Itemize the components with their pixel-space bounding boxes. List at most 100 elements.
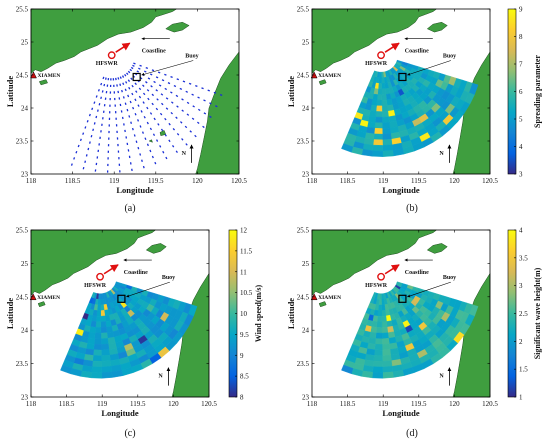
y-axis-label: Latitude [5, 298, 15, 329]
radar-cell-mark [119, 83, 122, 87]
x-tick-label: 119.5 [411, 177, 427, 185]
y-axis-label: Latitude [286, 298, 296, 329]
radar-cell-mark [147, 77, 151, 80]
heatmap-cell [371, 372, 384, 379]
y-tick-label: 23.5 [16, 138, 29, 146]
heatmap-cell [382, 349, 391, 356]
radar-cell-mark [130, 77, 133, 81]
x-tick-label: 119 [378, 177, 389, 185]
heatmap-cell [374, 122, 383, 129]
radar-cell-mark [145, 81, 148, 84]
heatmap-cell [381, 321, 388, 328]
coastline-label: Coastline [405, 49, 429, 55]
buoy-arrow [407, 281, 451, 298]
radar-cell-mark [139, 64, 142, 67]
heatmap-cell [372, 366, 383, 373]
radar-cell-mark [127, 79, 131, 82]
radar-cell-mark [138, 67, 141, 70]
heatmap-cell [372, 144, 383, 152]
x-tick-label: 119.5 [130, 400, 146, 408]
heatmap-cell [386, 98, 393, 106]
hfswr-label: HFSWR [84, 283, 107, 289]
heatmap-cell [381, 82, 386, 90]
radar-cell-mark [142, 84, 145, 87]
heatmap-cell [374, 338, 383, 345]
radar-cell-mark [215, 105, 218, 108]
y-tick-label: 23.5 [16, 360, 29, 368]
y-axis-label: Latitude [5, 76, 15, 107]
radar-cell-mark [128, 115, 131, 118]
heatmap-cell [100, 321, 107, 328]
colorbar-tick-label: 9.5 [240, 331, 249, 339]
heatmap-cell [382, 138, 393, 146]
heatmap-cell [91, 360, 102, 368]
radar-cell-mark [121, 89, 123, 93]
y-axis-label: Latitude [286, 76, 296, 107]
radar-cell-mark [175, 150, 178, 153]
radar-cell-mark [202, 125, 205, 129]
heatmap-cell [341, 143, 354, 153]
north-label: N [439, 374, 444, 380]
station-label: XIAMEN [37, 295, 60, 301]
heatmap-cell [382, 366, 393, 373]
radar-cell-mark [209, 115, 212, 119]
radar-cell-mark [185, 90, 189, 93]
heatmap-cell [100, 338, 109, 345]
x-tick-label: 119.5 [148, 177, 164, 185]
y-tick-label: 25 [21, 260, 29, 268]
buoy-label: Buoy [162, 275, 175, 281]
colorbar-tick-label: 8.5 [240, 373, 249, 381]
radar-cell-mark [179, 87, 183, 90]
plot-frame [311, 8, 491, 175]
radar-cell-mark [151, 102, 154, 106]
colorbar-tick-label: 2 [519, 338, 523, 346]
plot-frame [311, 229, 491, 398]
x-axis-label: Longitude [382, 408, 420, 418]
radar-cell-mark [136, 70, 140, 73]
heatmap-cell [382, 127, 391, 135]
radar-cell-mark [82, 132, 85, 135]
radar-cell-mark [119, 76, 122, 79]
radar-cell-mark [186, 113, 190, 116]
radar-cell-mark [171, 101, 174, 104]
radar-cell-mark [135, 140, 138, 144]
x-tick-label: 120.5 [482, 400, 498, 408]
radar-cell-mark [124, 88, 127, 92]
x-tick-label: 119 [97, 400, 108, 408]
heatmap-cell [372, 360, 383, 368]
y-tick-label: 24 [302, 327, 310, 335]
colorbar-tick-label: 9 [240, 352, 244, 360]
x-tick-label: 119 [378, 400, 389, 408]
heatmap-cell [101, 371, 113, 379]
x-axis-label: Longitude [116, 185, 154, 195]
buoy-box [132, 72, 141, 82]
heatmap-cell [101, 349, 110, 356]
land-polygon [426, 21, 448, 33]
radar-cell-mark [203, 99, 206, 102]
heatmap-cell [377, 88, 383, 95]
coastline-label: Coastline [142, 49, 166, 55]
radar-cell-mark [165, 97, 169, 100]
radar-cell-mark [128, 86, 131, 90]
radar-cell-mark [131, 84, 134, 88]
colorbar-tick-label: 7 [519, 61, 523, 69]
y-tick-label: 25 [21, 39, 29, 47]
heatmap-cell [381, 332, 389, 340]
radar-cell-mark [164, 73, 167, 76]
radar-cell-mark [140, 110, 143, 113]
x-tick-label: 118.5 [340, 177, 356, 185]
heatmap-cell [100, 298, 104, 306]
y-tick-label: 25.5 [297, 227, 310, 235]
radar-cell-mark [201, 87, 204, 90]
radar-cell-mark [195, 85, 198, 87]
colorbar-tick-label: 11 [240, 268, 247, 276]
plot-frame [30, 229, 210, 398]
heatmap-cell [382, 371, 394, 379]
land-polygon [311, 229, 438, 297]
radar-cell-mark [73, 157, 76, 160]
colorbar-tick-label: 2.5 [519, 310, 528, 318]
buoy-arrow [126, 281, 170, 298]
colorbar-tick-label: 12 [240, 227, 248, 235]
plot-frame [30, 8, 240, 175]
heatmap-cell [381, 88, 387, 95]
